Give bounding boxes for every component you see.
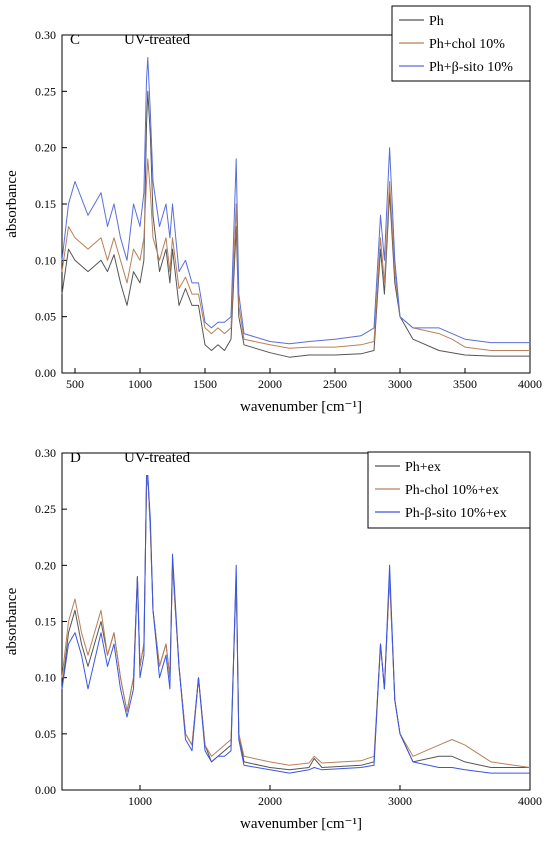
chart-0-x-tick-label: 4000 (518, 377, 542, 391)
chart-1-panel-label: D (70, 450, 81, 466)
chart-1-x-tick-label: 1000 (128, 794, 152, 808)
chart-0-panel-label: C (70, 32, 80, 48)
chart-0-title: UV-treated (124, 32, 191, 48)
chart-0-y-tick-label: 0.00 (35, 366, 56, 380)
chart-0-y-tick-label: 0.05 (35, 310, 56, 324)
chart-0-x-tick-label: 1000 (128, 377, 152, 391)
chart-0-x-tick-label: 500 (66, 377, 84, 391)
chart-1-x-tick-label: 2000 (258, 794, 282, 808)
chart-1-y-tick-label: 0.00 (35, 783, 56, 797)
chart-0-y-tick-label: 0.10 (35, 253, 56, 267)
chart-1-x-tick-label: 4000 (518, 794, 542, 808)
chart-1-y-tick-label: 0.10 (35, 671, 56, 685)
chart-1-y-tick-label: 0.30 (35, 446, 56, 460)
chart-1-legend-label-1: Ph-chol 10%+ex (405, 483, 499, 498)
chart-0-y-tick-label: 0.15 (35, 197, 56, 211)
chart-0-series-line-0 (61, 90, 530, 358)
chart-0-y-tick-label: 0.30 (35, 28, 56, 42)
chart-0-x-tick-label: 2000 (258, 377, 282, 391)
chart-0-legend: Ph Ph+chol 10% Ph+β-sito 10% (391, 5, 531, 82)
chart-1-legend-label-0: Ph+ex (405, 460, 441, 475)
chart-1-series-line-2 (61, 475, 530, 774)
chart-0: 500 1000 1500 2000 2500 3000 3500 4000 0.00 0.05 0… (4, 5, 542, 415)
chart-1-x-tick-label: 3000 (388, 794, 412, 808)
chart-1-y-tick-label: 0.15 (35, 615, 56, 629)
chart-0-series-line-1 (61, 158, 530, 351)
chart-1-x-axis-title: wavenumber [cm⁻¹] (240, 816, 362, 832)
chart-0-x-tick-label: 1500 (193, 377, 217, 391)
chart-0-legend-label-2: Ph+β-sito 10% (429, 60, 513, 75)
chart-0-x-axis-title: wavenumber [cm⁻¹] (240, 399, 362, 415)
chart-0-series-line-2 (61, 57, 530, 345)
chart-0-x-tick-label: 3500 (453, 377, 477, 391)
chart-0-plot-frame (61, 34, 531, 374)
chart-1-y-tick-label: 0.20 (35, 558, 56, 572)
chart-0-x-tick-label: 2500 (323, 377, 347, 391)
chart-1-y-tick-label: 0.25 (35, 502, 56, 516)
chart-0-x-tick-label: 3000 (388, 377, 412, 391)
chart-0-legend-label-0: Ph (429, 14, 444, 29)
chart-1: 1000 2000 3000 4000 0.00 0.05 0.10 0.15 0.20 0.25… (4, 446, 542, 832)
chart-1-y-tick-label: 0.05 (35, 727, 56, 741)
chart-0-y-tick-label: 0.25 (35, 84, 56, 98)
chart-1-title: UV-treated (124, 450, 191, 466)
chart-0-y-tick-label: 0.20 (35, 141, 56, 155)
chart-0-y-axis-title: absorbance (4, 170, 20, 238)
chart-1-legend-label-2: Ph-β-sito 10%+ex (405, 506, 507, 521)
chart-0-legend-label-1: Ph+chol 10% (429, 37, 505, 52)
chart-1-legend: Ph+ex Ph-chol 10%+ex Ph-β-sito 10%+ex (367, 451, 531, 529)
chart-1-y-axis-title: absorbance (4, 587, 20, 655)
chart-1-legend-box (367, 451, 531, 529)
